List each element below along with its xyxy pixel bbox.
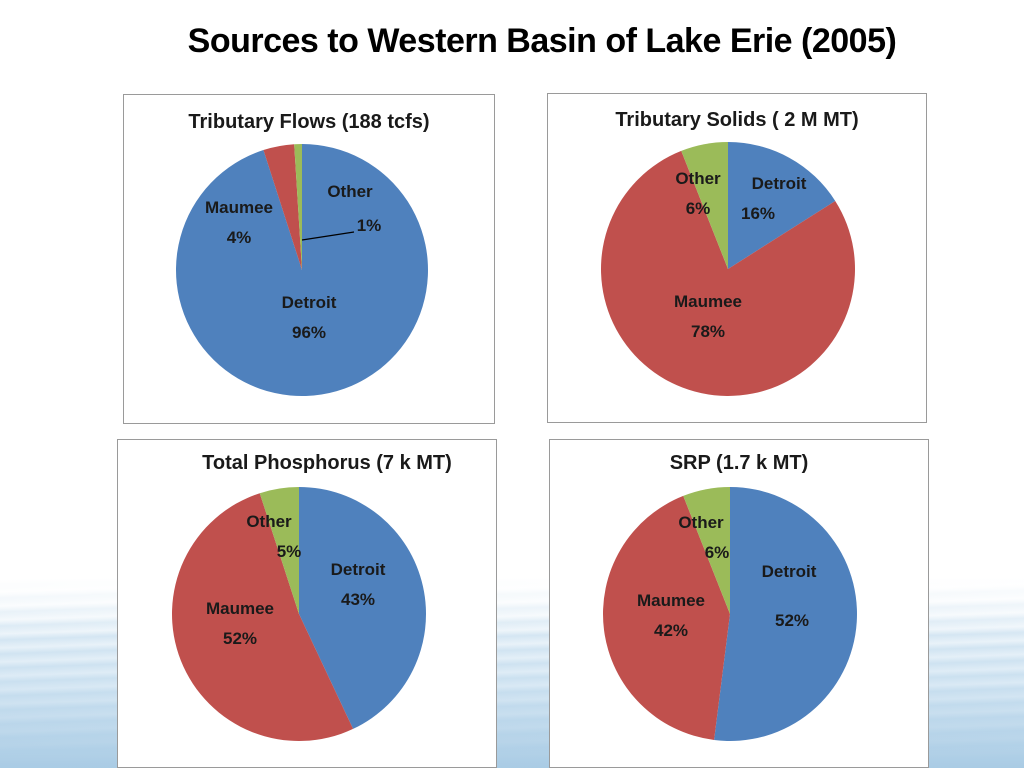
pie-leader-line [301, 231, 355, 241]
pie-slice-label-detroit: Detroit 43% [330, 560, 386, 609]
pie-slice-label-detroit-pct: 16% [740, 204, 776, 223]
pie-slice-label-detroit: Detroit [751, 174, 807, 193]
pie-slice-label-other: Other [327, 182, 373, 201]
pie-slice-label-maumee: Maumee 78% [673, 292, 743, 341]
chart-panel-total-phosphorus: Total Phosphorus (7 k MT) Detroit 43% Mau… [117, 439, 497, 768]
pie-slice-other [294, 144, 302, 270]
pie-slice-label-maumee: Maumee 42% [636, 591, 706, 640]
pie-chart [603, 487, 858, 741]
chart-title: Tributary Solids ( 2 M MT) [615, 109, 859, 131]
slide-title: Sources to Western Basin of Lake Erie (2… [187, 22, 897, 60]
pie-slice-label-other: Other 6% [675, 169, 721, 218]
pie-slice-label-other-pct: 5% [276, 542, 302, 561]
pie-slice-maumee [172, 493, 354, 741]
pie-slice-detroit [728, 142, 836, 269]
pie-chart [172, 487, 426, 741]
pie-slice-label-maumee: Maumee 4% [204, 198, 274, 247]
pie-slice-detroit [299, 487, 426, 729]
pie-slice-label-maumee: Maumee 52% [205, 599, 275, 648]
pie-slice-other [681, 142, 728, 269]
pie-chart [176, 144, 428, 396]
pie-chart [601, 142, 855, 396]
pie-slice-maumee [603, 495, 730, 740]
pie-slice-other [683, 487, 730, 614]
pie-slice-label-detroit-pct: 52% [774, 611, 810, 630]
chart-panel-tributary-solids: Tributary Solids ( 2 M MT) Detroit 16% M… [547, 93, 927, 423]
chart-panel-tributary-flows: Tributary Flows (188 tcfs) Detroit 96% Ma… [123, 94, 495, 424]
pie-slice-detroit [714, 487, 858, 741]
pie-slice-label-detroit: Detroit [761, 562, 817, 581]
pie-slice-other [259, 487, 299, 614]
pie-slice-label-other: Other [246, 512, 292, 531]
chart-panel-srp: SRP (1.7 k MT) Detroit 52% Maumee 42% Oth… [549, 439, 929, 768]
pie-slice-maumee [601, 150, 855, 396]
chart-title: Tributary Flows (188 tcfs) [188, 111, 430, 133]
chart-title: SRP (1.7 k MT) [669, 452, 809, 474]
pie-slice-maumee [263, 144, 302, 270]
pie-slice-label-detroit: Detroit 96% [281, 293, 337, 342]
chart-title: Total Phosphorus (7 k MT) [202, 452, 452, 474]
pie-slice-label-other-pct: 6% [704, 543, 730, 562]
pie-slice-label-other: Other [678, 513, 724, 532]
pie-slice-label-other-pct: 1% [356, 216, 382, 235]
